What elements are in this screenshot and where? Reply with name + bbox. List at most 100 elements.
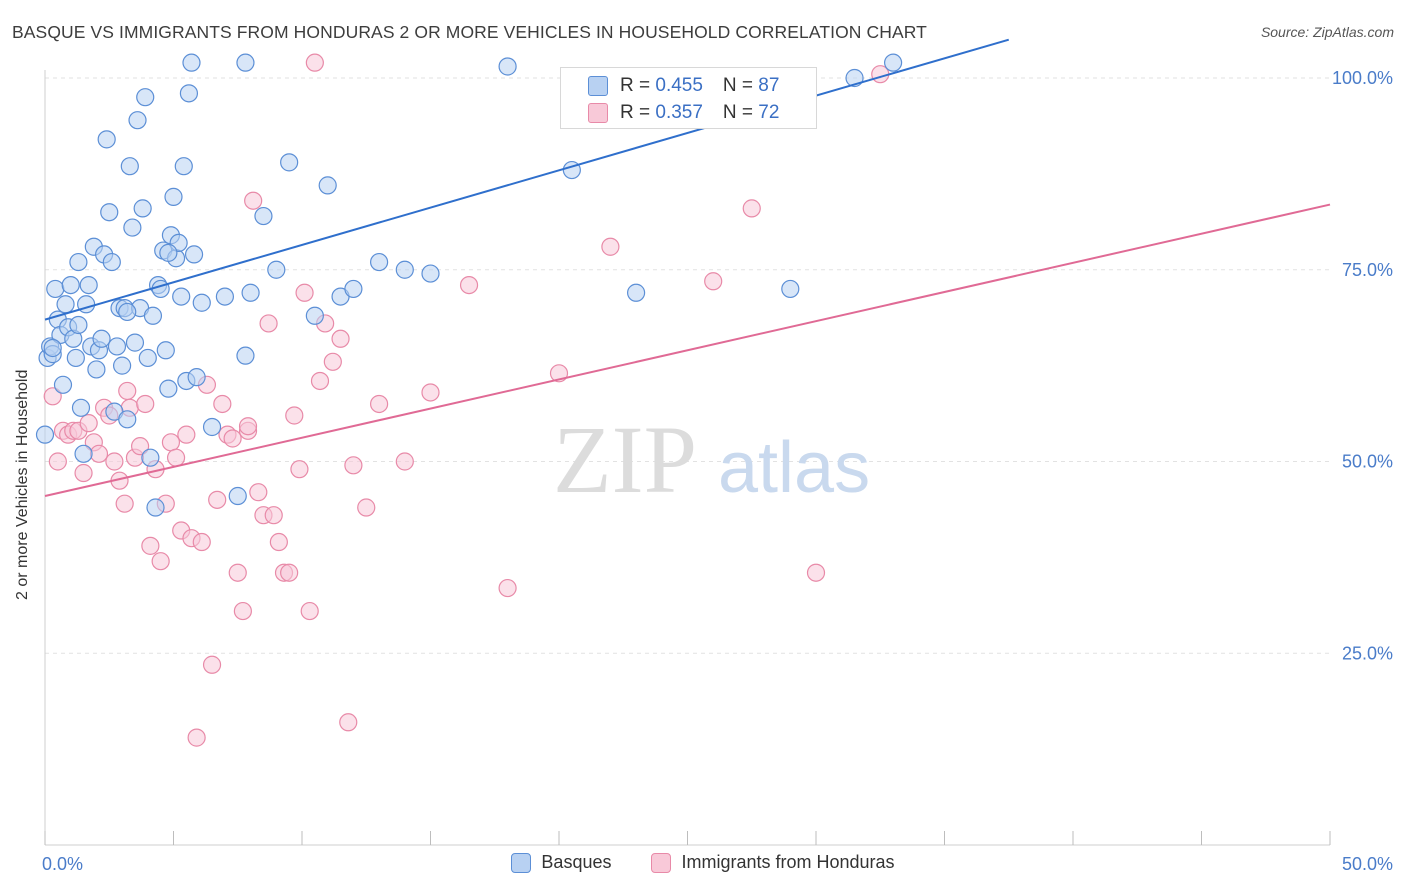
honduras-point bbox=[395, 452, 414, 471]
honduras-point bbox=[48, 452, 67, 471]
basques-point bbox=[184, 245, 204, 264]
honduras-point bbox=[233, 601, 252, 621]
basques-point bbox=[179, 84, 199, 103]
basques-point bbox=[228, 486, 247, 506]
basques-point bbox=[174, 157, 193, 176]
honduras-point bbox=[742, 199, 761, 218]
honduras-point bbox=[223, 429, 242, 448]
legend-item-honduras: Immigrants from Honduras bbox=[651, 852, 895, 873]
basques-point bbox=[118, 302, 137, 322]
basques-point bbox=[192, 293, 211, 312]
honduras-point bbox=[323, 352, 342, 371]
honduras-point bbox=[213, 394, 232, 414]
legend-n-label: N = bbox=[722, 102, 759, 123]
honduras-point bbox=[208, 490, 227, 509]
basques-point bbox=[280, 153, 299, 172]
honduras-point bbox=[370, 394, 389, 414]
x-tick-label-min: 0.0% bbox=[42, 854, 83, 874]
basques-point bbox=[236, 53, 255, 72]
honduras-point bbox=[280, 563, 299, 582]
basques-point bbox=[626, 283, 646, 302]
honduras-point bbox=[310, 371, 330, 391]
legend-row-basques: R = 0.455 N = 87 bbox=[588, 72, 779, 100]
tick-labels: 25.0% 50.0% 75.0% 100.0% 0.0% 50.0% bbox=[42, 68, 1393, 874]
honduras-point bbox=[228, 563, 247, 582]
basques-point bbox=[46, 279, 65, 299]
legend-swatch-basques bbox=[511, 852, 532, 873]
legend-swatch-honduras bbox=[588, 103, 608, 123]
basques-point bbox=[120, 157, 139, 176]
series-honduras-points bbox=[43, 53, 890, 747]
basques-trend-line bbox=[44, 38, 1010, 321]
basques-point bbox=[344, 279, 363, 299]
honduras-point bbox=[244, 191, 263, 210]
chart-title: BASQUE VS IMMIGRANTS FROM HONDURAS 2 OR … bbox=[12, 22, 927, 42]
legend-r-label: R = bbox=[620, 102, 656, 123]
honduras-point bbox=[357, 498, 376, 517]
basques-point bbox=[883, 53, 903, 72]
basques-point bbox=[123, 218, 142, 237]
basques-point bbox=[128, 111, 147, 130]
basques-point bbox=[133, 199, 152, 218]
basques-point bbox=[187, 368, 206, 387]
honduras-point bbox=[192, 532, 211, 552]
basques-point bbox=[102, 252, 121, 272]
basques-point bbox=[395, 260, 414, 279]
honduras-point bbox=[498, 578, 517, 598]
basques-point bbox=[69, 252, 88, 272]
basques-point bbox=[267, 260, 286, 279]
watermark-atlas: atlas bbox=[718, 428, 870, 508]
honduras-point bbox=[295, 283, 314, 302]
basques-point bbox=[143, 306, 163, 325]
basques-point bbox=[87, 360, 106, 379]
y-axis-label: 2 or more Vehicles in Household bbox=[14, 369, 31, 600]
legend-n-value: 72 bbox=[758, 102, 780, 123]
basques-point bbox=[241, 283, 260, 302]
legend-r-value: 0.455 bbox=[655, 75, 703, 96]
basques-point bbox=[202, 417, 222, 437]
legend-item-basques: Basques bbox=[511, 852, 611, 873]
basques-point bbox=[138, 348, 157, 368]
basques-point bbox=[370, 252, 389, 272]
legend-swatch-basques bbox=[588, 76, 608, 96]
y-tick-label: 100.0% bbox=[1332, 68, 1393, 88]
basques-point bbox=[56, 295, 75, 314]
basques-point bbox=[71, 398, 91, 417]
honduras-point bbox=[259, 314, 278, 333]
honduras-point bbox=[43, 387, 62, 406]
honduras-point bbox=[141, 536, 160, 555]
honduras-point bbox=[290, 460, 309, 479]
honduras-point bbox=[249, 483, 268, 502]
basques-point bbox=[97, 130, 116, 149]
series-legend: Basques Immigrants from Honduras bbox=[0, 852, 1406, 873]
stats-legend: R = 0.455 N = 87 R = 0.357 N = 72 bbox=[560, 67, 817, 129]
basques-point bbox=[318, 176, 337, 195]
legend-swatch-honduras bbox=[651, 852, 672, 873]
basques-point bbox=[79, 275, 98, 295]
honduras-point bbox=[89, 444, 109, 463]
honduras-point bbox=[202, 655, 222, 674]
basques-point bbox=[53, 375, 73, 394]
y-tick-label: 75.0% bbox=[1342, 260, 1393, 280]
basques-point bbox=[100, 203, 119, 222]
honduras-point bbox=[161, 433, 181, 452]
legend-n-value: 87 bbox=[758, 75, 780, 96]
basques-point bbox=[69, 315, 88, 335]
watermark-zip: ZIP bbox=[553, 406, 697, 513]
basques-point bbox=[112, 356, 132, 375]
honduras-point bbox=[118, 381, 137, 401]
honduras-point bbox=[806, 563, 826, 582]
honduras-point bbox=[344, 456, 363, 475]
axes bbox=[44, 70, 1331, 846]
basques-point bbox=[164, 187, 183, 206]
basques-point bbox=[159, 379, 178, 398]
basques-point bbox=[151, 279, 170, 299]
honduras-point bbox=[300, 601, 319, 621]
honduras-point bbox=[187, 728, 206, 747]
y-tick-label: 50.0% bbox=[1342, 452, 1393, 472]
honduras-point bbox=[105, 452, 124, 471]
basques-point bbox=[141, 448, 160, 467]
basques-point bbox=[74, 444, 93, 463]
basques-point bbox=[421, 264, 440, 283]
